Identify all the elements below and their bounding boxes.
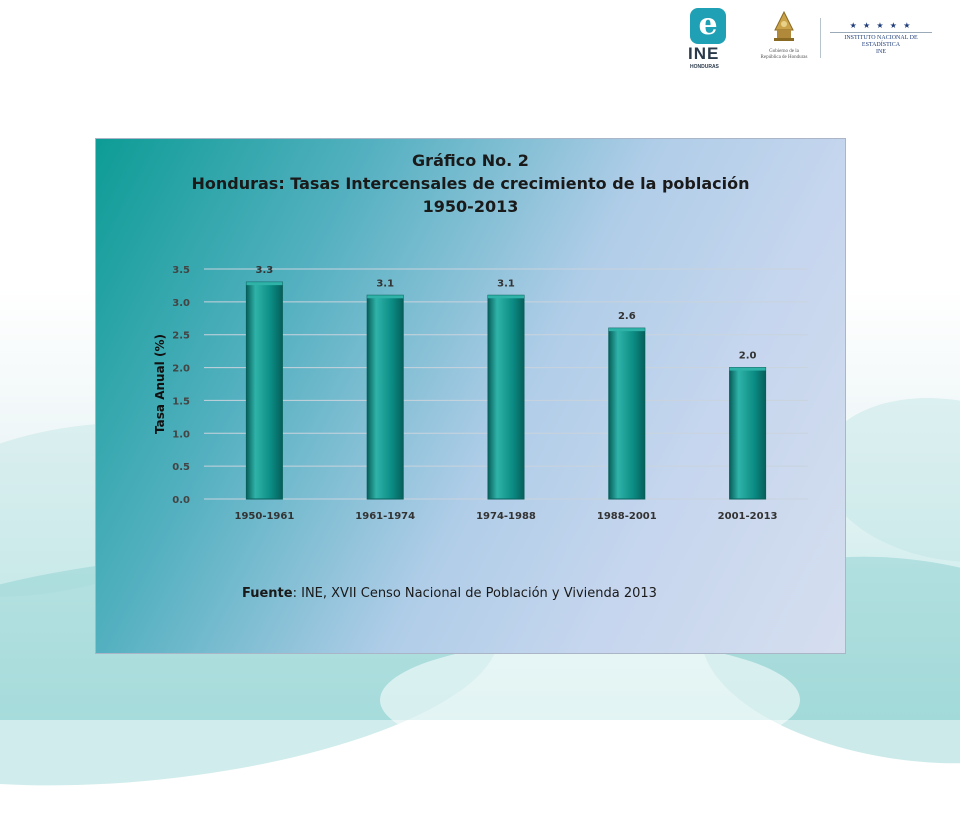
ine-logo: e INE HONDURAS: [688, 6, 732, 72]
bar-chart: 0.0 0.5 1.0 1.5 2.0 2.5 3.0 3.5 Tasa Anual (%) 3.…: [153, 265, 808, 522]
bar-top-highlight: [488, 295, 524, 299]
bar-top-highlight: [246, 282, 283, 286]
institute-line2: ESTADÍSTICA: [861, 42, 901, 48]
chart-title-line2: Honduras: Tasas Intercensales de crecimi…: [191, 174, 750, 193]
y-tick-label: 0.0: [172, 495, 190, 506]
bar: [729, 367, 767, 500]
source-text: : INE, XVII Censo Nacional de Población …: [292, 586, 657, 601]
government-seal-icon: [774, 10, 794, 41]
x-tick-label: 1950-1961: [234, 511, 294, 522]
bar: [366, 294, 404, 500]
bar-top-highlight: [608, 328, 645, 332]
bar-top-highlight: [729, 367, 766, 371]
chart-title-line1: Gráfico No. 2: [412, 151, 529, 170]
source-label: Fuente: [242, 586, 293, 601]
background-wave: [380, 640, 800, 760]
institute-line3: INE: [876, 49, 886, 55]
y-tick-label: 1.5: [172, 396, 190, 407]
data-label: 2.6: [618, 311, 636, 322]
government-logo-line2: República de Honduras: [760, 55, 808, 60]
data-label: 2.0: [739, 351, 757, 362]
institute-rule: [830, 32, 932, 33]
bar-top-highlight: [367, 295, 404, 299]
header-logos: e INE HONDURAS Gobierno de la República …: [0, 0, 960, 80]
data-label: 3.1: [376, 278, 394, 289]
y-tick-label: 2.5: [172, 331, 190, 342]
ine-logo-word: INE: [688, 44, 720, 63]
chart-title-line3: 1950-2013: [422, 197, 519, 216]
source-note: Fuente: INE, XVII Censo Nacional de Pobl…: [242, 586, 657, 601]
y-tick-label: 0.5: [172, 462, 190, 473]
bar: [487, 294, 525, 500]
x-tick-label: 2001-2013: [718, 511, 778, 522]
y-tick-label: 2.0: [172, 364, 190, 375]
institute-logo: ★ ★ ★ ★ ★ INSTITUTO NACIONAL DE ESTADÍST…: [826, 22, 936, 56]
government-logo-line1: Gobierno de la: [769, 49, 799, 54]
government-logo: Gobierno de la República de Honduras: [752, 10, 816, 70]
data-label: 3.1: [497, 278, 515, 289]
y-tick-label: 3.0: [172, 298, 190, 309]
institute-line1: INSTITUTO NACIONAL DE: [844, 35, 918, 41]
stars-icon: ★ ★ ★ ★ ★: [849, 21, 913, 30]
data-label: 3.3: [256, 265, 274, 276]
ine-logo-subtitle: HONDURAS: [690, 64, 719, 70]
x-tick-label: 1961-1974: [355, 511, 415, 522]
bar: [245, 281, 283, 500]
logo-divider: [820, 18, 821, 58]
x-tick-label: 1974-1988: [476, 511, 536, 522]
bar: [608, 327, 646, 500]
ine-logo-mark: e: [690, 8, 726, 44]
chart-panel: Gráfico No. 2 Honduras: Tasas Intercensa…: [95, 138, 846, 654]
x-tick-label: 1988-2001: [597, 511, 657, 522]
y-axis-title: Tasa Anual (%): [153, 334, 167, 434]
y-tick-label: 3.5: [172, 265, 190, 276]
y-tick-label: 1.0: [172, 429, 190, 440]
